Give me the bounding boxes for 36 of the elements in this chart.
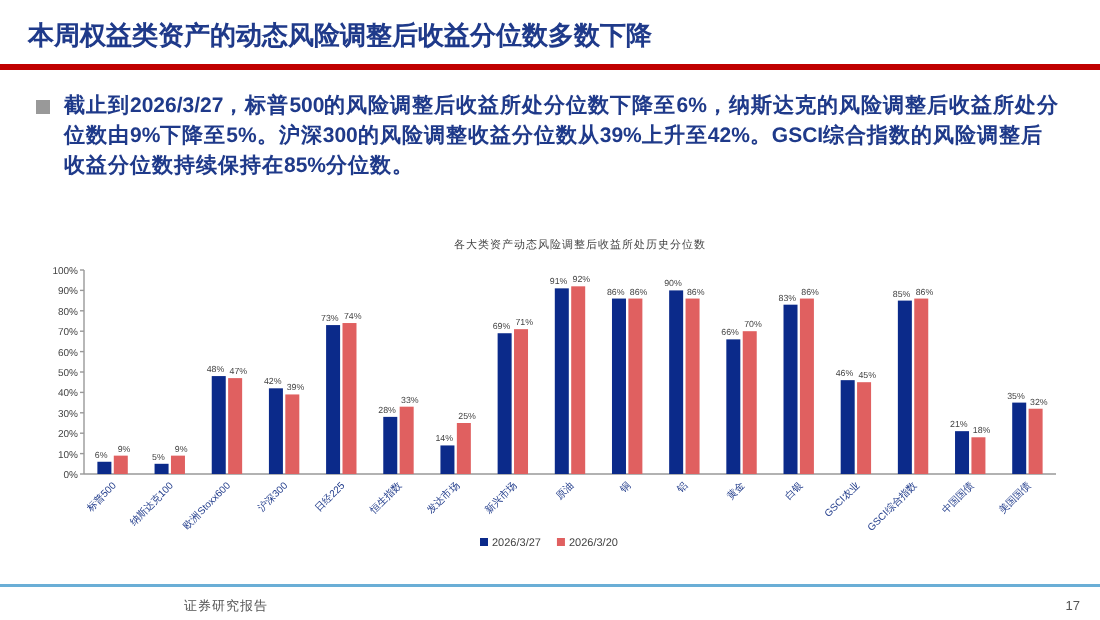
- bar: [113, 455, 128, 474]
- bar: [383, 416, 398, 474]
- bar: [914, 298, 929, 474]
- chart-title: 本周权益类资产的动态风险调整后收益分位数多数下降: [26, 20, 654, 50]
- bar: [440, 445, 455, 474]
- bar: [342, 323, 357, 474]
- chart-subtitle: 截止到2026/3/27，标普500的风险调整后收益所处分位数下降至6%，纳斯达克的风险调整后收益所处分位数由9%下降至5%。沪深300的风险调整收益分位数从39%上升至42%。GSCI综合指数的风险调整后收益分位数持续保持在85%分位数。: [64, 92, 1061, 182]
- bar: [154, 463, 169, 474]
- bar: [955, 431, 970, 474]
- bar: [554, 288, 569, 474]
- bar: [628, 298, 643, 474]
- bar: [170, 455, 185, 474]
- bar: [840, 380, 855, 474]
- bar: [857, 382, 872, 474]
- bar: [268, 388, 283, 474]
- bar: [326, 325, 341, 474]
- bar: [971, 437, 986, 474]
- bar: [897, 300, 912, 474]
- bar: [571, 286, 586, 474]
- bar: [399, 406, 414, 474]
- bar: [611, 298, 626, 474]
- bar: [514, 329, 529, 474]
- bar: [497, 333, 512, 474]
- bar: [1028, 408, 1043, 474]
- bar: [285, 394, 300, 474]
- bar: [726, 339, 741, 474]
- bar: [799, 298, 814, 474]
- bar: [742, 331, 757, 474]
- bar: [456, 423, 471, 474]
- bar: [211, 376, 226, 474]
- bar: [685, 298, 700, 474]
- bar: [1012, 402, 1027, 474]
- bar: [97, 461, 112, 474]
- bar: [228, 378, 243, 474]
- bar: [783, 304, 798, 474]
- bar: [669, 290, 684, 474]
